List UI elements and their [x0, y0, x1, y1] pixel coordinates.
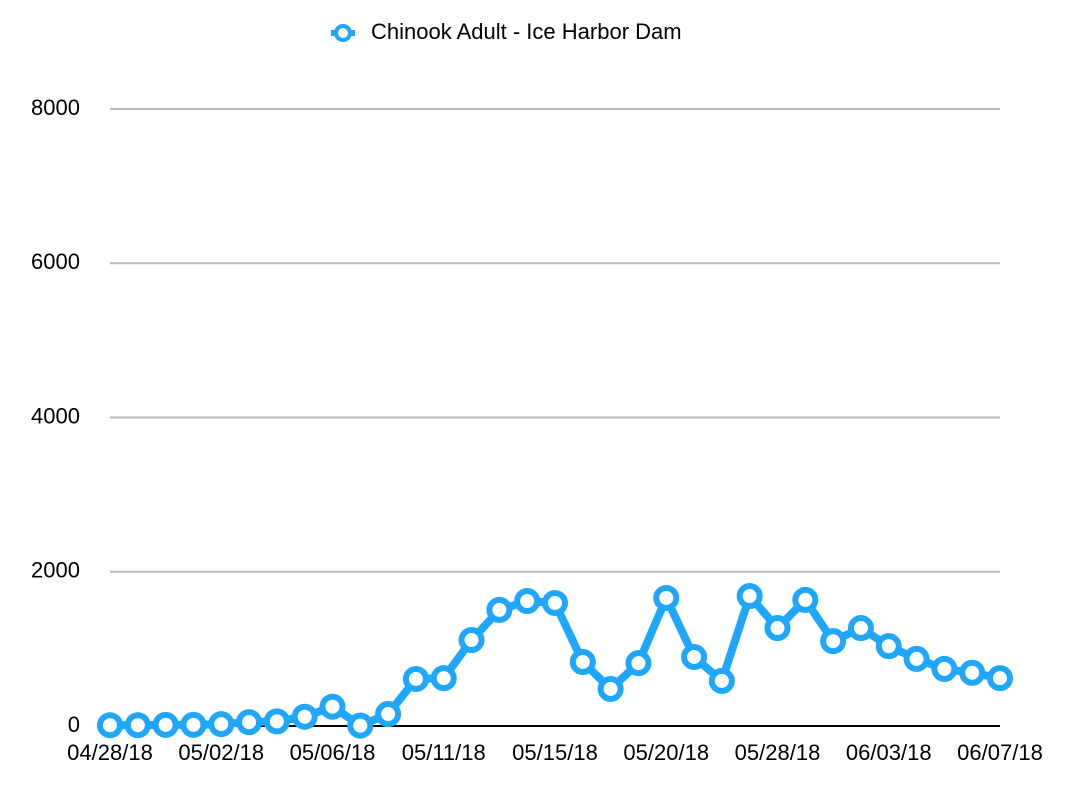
- point: [180, 711, 207, 738]
- point: [792, 586, 819, 613]
- point: [152, 711, 179, 738]
- point: [402, 665, 429, 692]
- point: [542, 589, 568, 616]
- point: [903, 645, 930, 672]
- point: [653, 584, 680, 611]
- point: [820, 628, 847, 655]
- point: [875, 633, 902, 660]
- legend-label: Chinook Adult - Ice Harbor Dam: [371, 19, 682, 44]
- x-tick-label: 05/28/18: [735, 740, 821, 765]
- x-tick-label: 05/20/18: [623, 740, 709, 765]
- point: [736, 583, 763, 610]
- y-tick-label: 4000: [31, 403, 80, 428]
- point: [291, 703, 318, 730]
- point: [124, 712, 151, 739]
- point: [847, 615, 874, 642]
- point: [959, 659, 986, 686]
- x-tick-label: 05/02/18: [178, 740, 264, 765]
- x-tick-label: 05/06/18: [290, 740, 376, 765]
- legend-marker: [334, 24, 352, 42]
- point: [97, 712, 123, 739]
- y-tick-label: 2000: [31, 558, 80, 583]
- x-tick-label: 05/15/18: [512, 740, 598, 765]
- y-tick-label: 0: [68, 712, 80, 737]
- point: [987, 665, 1013, 692]
- point: [486, 596, 513, 623]
- point: [347, 712, 374, 739]
- point: [375, 701, 402, 728]
- point: [681, 643, 708, 670]
- x-tick-label: 06/07/18: [957, 740, 1043, 765]
- point: [625, 650, 652, 677]
- point: [514, 588, 541, 615]
- point: [569, 648, 596, 675]
- y-tick-label: 8000: [31, 95, 80, 120]
- x-tick-label: 06/03/18: [846, 740, 932, 765]
- point: [764, 615, 791, 642]
- point: [319, 693, 346, 720]
- point: [430, 665, 457, 692]
- x-tick-label: 05/11/18: [402, 740, 486, 765]
- point: [708, 667, 735, 694]
- point: [263, 708, 290, 735]
- point: [597, 675, 624, 702]
- y-tick-label: 6000: [31, 249, 80, 274]
- point: [208, 711, 235, 738]
- point: [931, 655, 958, 682]
- x-tick-label: 04/28/18: [67, 740, 153, 765]
- point: [236, 709, 263, 736]
- point: [458, 627, 485, 654]
